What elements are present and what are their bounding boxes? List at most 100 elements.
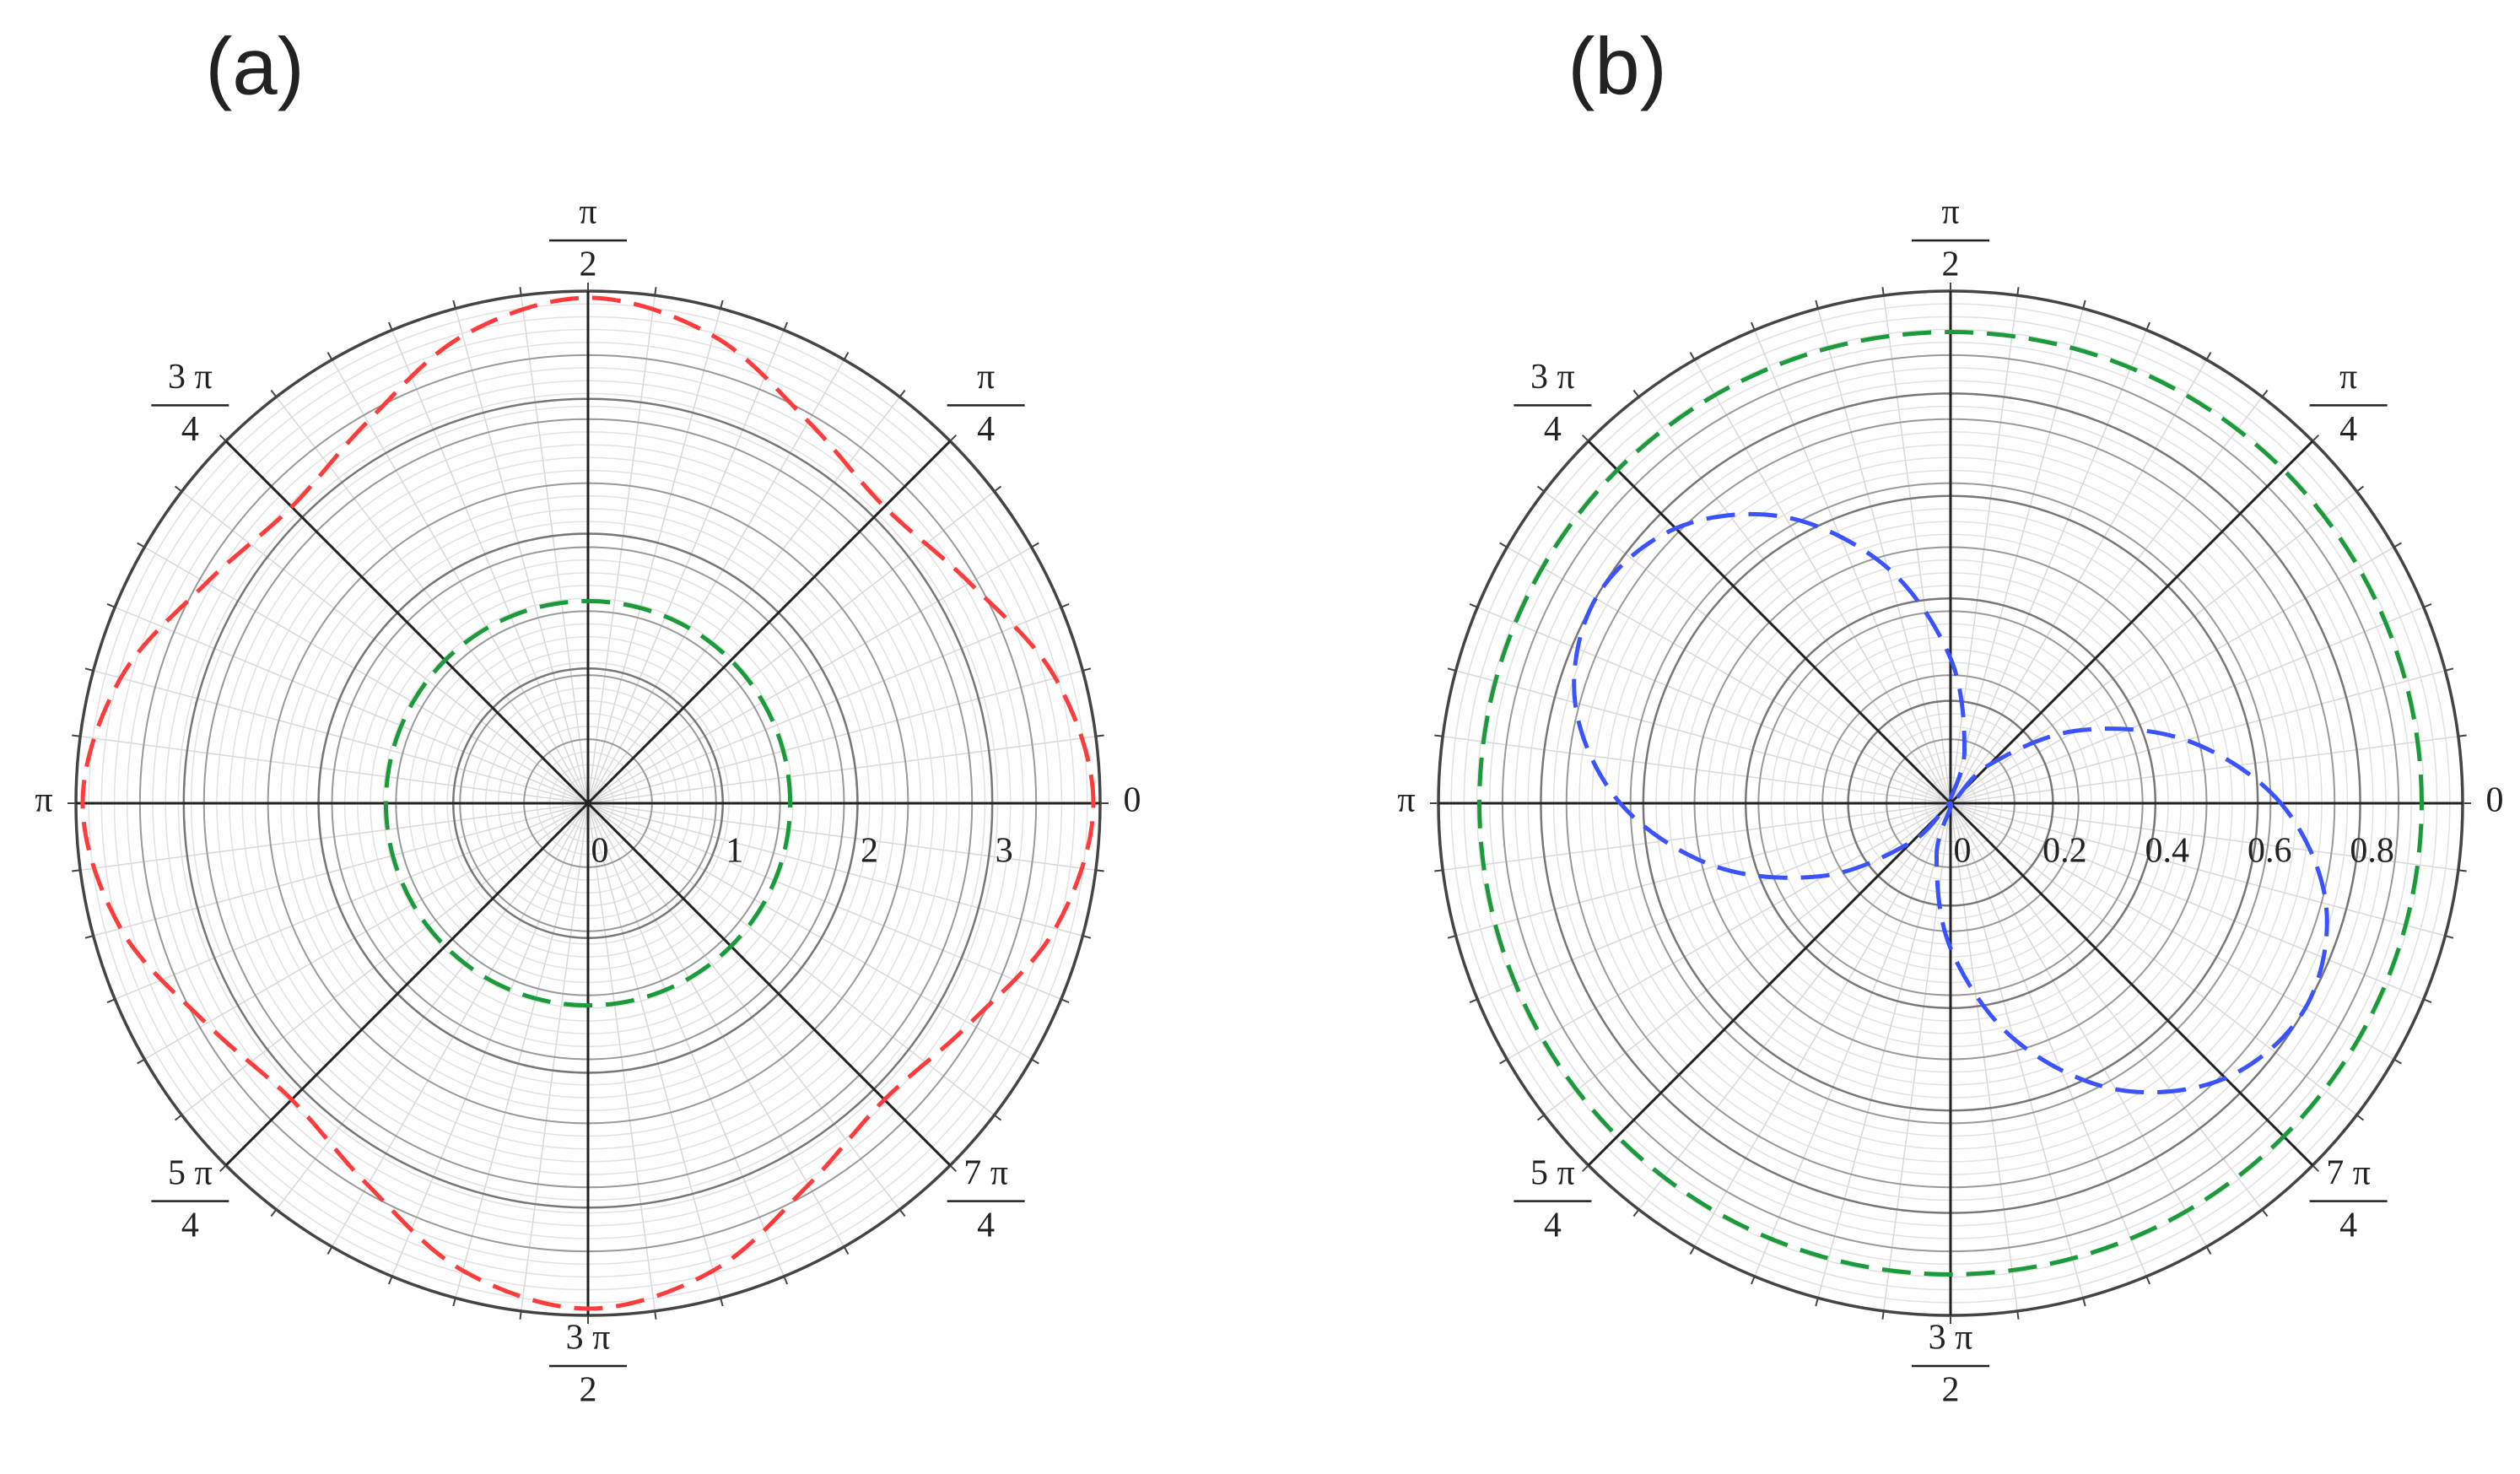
outer-tick bbox=[993, 485, 1002, 493]
outer-tick bbox=[137, 542, 145, 548]
theta-tick-denominator: 4 bbox=[1544, 410, 1562, 449]
outer-tick bbox=[720, 300, 724, 309]
outer-tick bbox=[783, 321, 789, 331]
panel-label: (a) bbox=[205, 21, 304, 111]
outer-tick bbox=[219, 1164, 227, 1172]
theta-grid-line bbox=[1949, 802, 2314, 1167]
outer-tick bbox=[1815, 300, 1819, 309]
outer-tick bbox=[270, 389, 278, 398]
outer-tick bbox=[1689, 352, 1696, 360]
outer-tick bbox=[1881, 287, 1885, 296]
outer-tick bbox=[654, 1310, 657, 1320]
theta-tick-denominator: 4 bbox=[2339, 1206, 2357, 1245]
r-tick-label: 0 bbox=[591, 832, 609, 871]
outer-tick bbox=[1750, 321, 1756, 331]
outer-tick bbox=[2205, 352, 2212, 360]
panel-label: (b) bbox=[1568, 21, 1666, 111]
theta-tick-numerator: π bbox=[977, 358, 995, 397]
r-tick-label: 0.6 bbox=[2247, 832, 2292, 871]
outer-tick bbox=[1536, 1114, 1546, 1121]
theta-grid-line bbox=[1587, 440, 1952, 805]
outer-tick bbox=[1031, 1058, 1039, 1065]
outer-tick bbox=[720, 1298, 724, 1307]
theta-tick-denominator: 2 bbox=[1942, 1371, 1960, 1410]
outer-tick bbox=[2312, 435, 2319, 442]
outer-tick bbox=[843, 1246, 850, 1255]
outer-tick bbox=[326, 352, 333, 360]
outer-tick bbox=[949, 1164, 957, 1172]
outer-tick bbox=[1815, 1298, 1819, 1307]
outer-tick bbox=[174, 485, 183, 493]
outer-tick bbox=[2145, 1276, 2151, 1285]
outer-tick bbox=[270, 1208, 278, 1218]
outer-tick bbox=[84, 935, 94, 939]
outer-tick bbox=[137, 1058, 145, 1065]
outer-tick bbox=[2082, 300, 2086, 309]
outer-tick bbox=[452, 1298, 456, 1307]
outer-tick bbox=[1536, 485, 1546, 493]
outer-tick bbox=[1095, 869, 1104, 872]
outer-tick bbox=[1095, 734, 1104, 737]
theta-tick-numerator: π bbox=[579, 193, 596, 232]
r-tick-label: 3 bbox=[996, 832, 1013, 871]
outer-tick bbox=[1060, 998, 1070, 1004]
outer-tick bbox=[1082, 935, 1092, 939]
outer-tick bbox=[993, 1114, 1002, 1121]
theta-tick-denominator: 2 bbox=[1941, 246, 1959, 284]
outer-tick bbox=[106, 998, 116, 1004]
theta-tick-numerator: 3 π bbox=[1530, 358, 1575, 397]
outer-tick bbox=[1434, 869, 1443, 872]
outer-tick bbox=[2458, 869, 2467, 872]
outer-tick bbox=[1750, 1276, 1756, 1285]
r-tick-label: 0 bbox=[1954, 832, 1972, 871]
outer-tick bbox=[2393, 542, 2402, 548]
outer-tick bbox=[2355, 485, 2365, 493]
outer-tick bbox=[1499, 1058, 1508, 1065]
theta-tick-numerator: 3 π bbox=[168, 358, 213, 397]
outer-tick bbox=[2082, 1298, 2086, 1307]
outer-tick bbox=[519, 1310, 522, 1320]
outer-tick bbox=[387, 1276, 393, 1285]
outer-tick bbox=[2261, 389, 2269, 398]
outer-tick bbox=[1582, 435, 1589, 442]
theta-tick-denominator: 2 bbox=[580, 1371, 597, 1410]
outer-tick bbox=[2355, 1114, 2365, 1121]
r-tick-label: 0.8 bbox=[2350, 832, 2394, 871]
outer-tick bbox=[452, 300, 456, 309]
outer-tick bbox=[1689, 1246, 1696, 1255]
theta-tick-numerator: π bbox=[1941, 193, 1959, 232]
outer-tick bbox=[949, 435, 957, 442]
outer-tick bbox=[2312, 1164, 2319, 1172]
theta-grid-line bbox=[1587, 802, 1952, 1167]
theta-tick-numerator: 5 π bbox=[168, 1153, 213, 1192]
outer-tick bbox=[2458, 734, 2467, 737]
outer-tick bbox=[72, 734, 81, 737]
series-curve bbox=[383, 598, 793, 1008]
theta-grid-line bbox=[224, 802, 590, 1167]
outer-tick bbox=[1632, 389, 1640, 398]
series-curve bbox=[1572, 511, 2329, 1095]
theta-grid-line bbox=[586, 802, 952, 1167]
theta-tick-numerator: π bbox=[2339, 358, 2357, 397]
outer-tick bbox=[326, 1246, 333, 1255]
outer-tick bbox=[1060, 602, 1070, 608]
outer-tick bbox=[898, 1208, 906, 1218]
outer-tick bbox=[1632, 1208, 1640, 1218]
outer-tick bbox=[2145, 321, 2151, 331]
outer-tick bbox=[1881, 1310, 1885, 1320]
outer-tick bbox=[1469, 602, 1478, 608]
theta-tick-denominator: 2 bbox=[579, 246, 596, 284]
outer-tick bbox=[106, 602, 116, 608]
theta-tick-numerator: 3 π bbox=[566, 1319, 611, 1358]
outer-tick bbox=[174, 1114, 183, 1121]
r-tick-label: 2 bbox=[861, 832, 878, 871]
outer-tick bbox=[387, 321, 393, 331]
outer-tick bbox=[1469, 998, 1478, 1004]
outer-tick bbox=[654, 287, 657, 296]
theta-tick-denominator: 4 bbox=[2339, 410, 2357, 449]
r-tick-label: 1 bbox=[726, 832, 743, 871]
outer-tick bbox=[1031, 542, 1039, 548]
theta-tick-numerator: 3 π bbox=[1929, 1319, 1973, 1358]
